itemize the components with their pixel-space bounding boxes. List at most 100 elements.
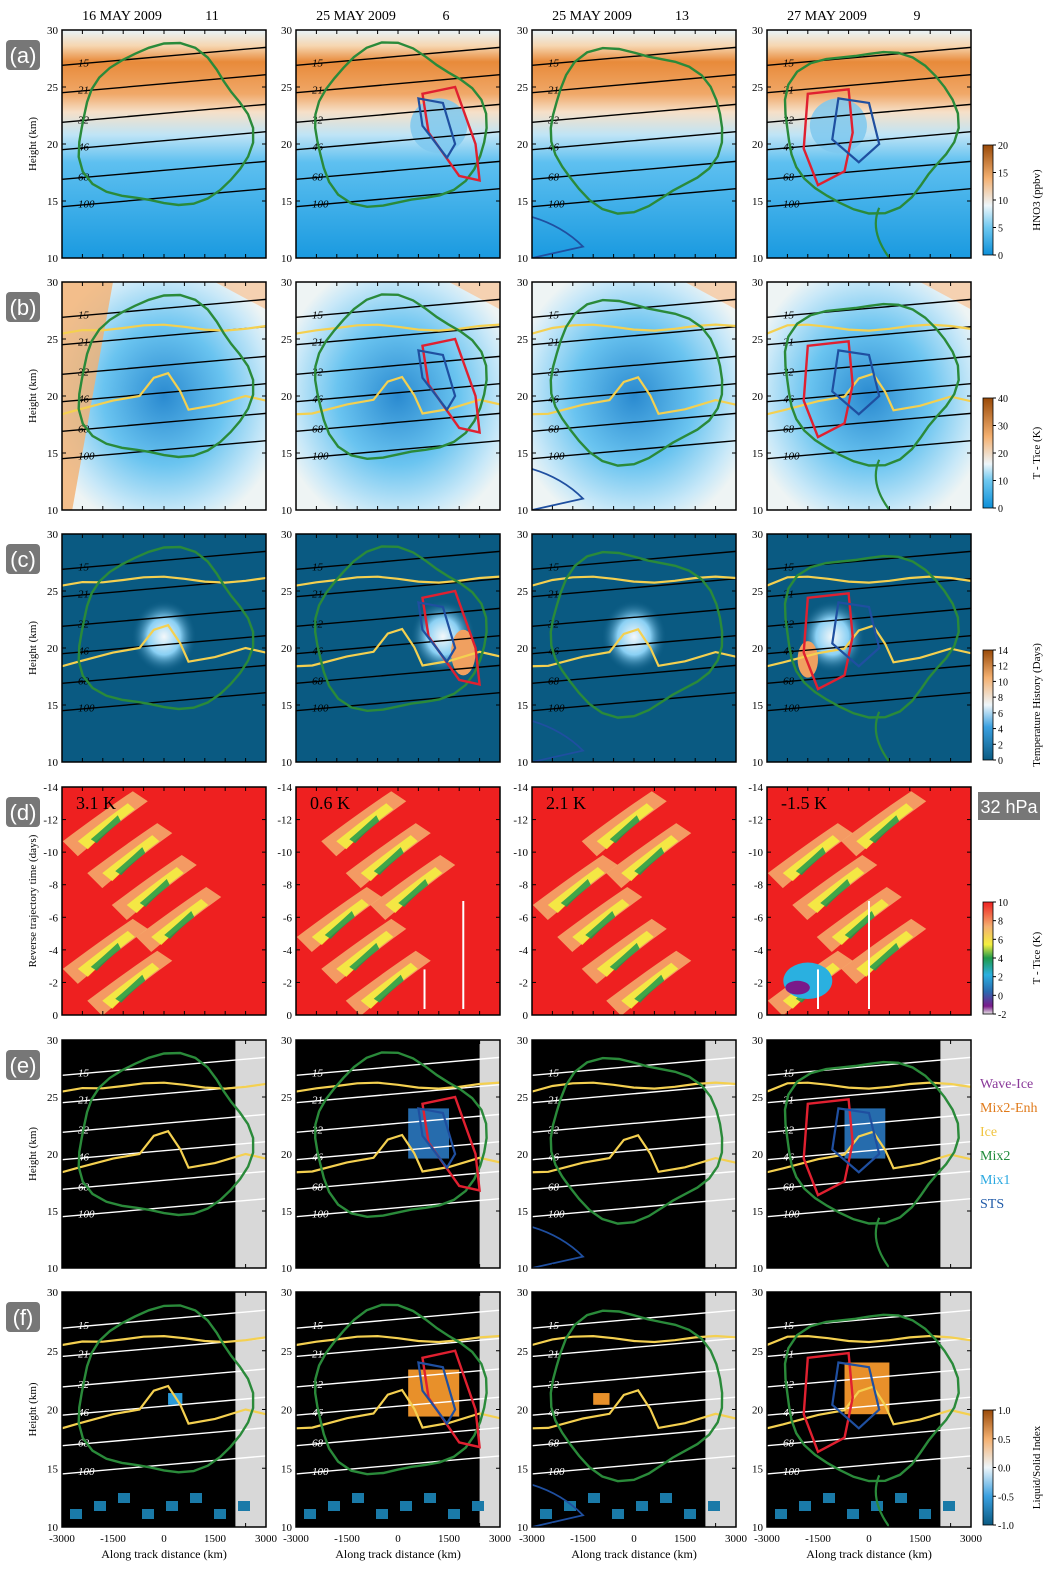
y-tick-label: 15 — [517, 700, 529, 712]
colorbar-tick-label: 2 — [998, 973, 1003, 984]
no-data-region — [479, 1292, 500, 1527]
colorbar-tick-label: 0.0 — [998, 1464, 1011, 1475]
pressure-label: 100 — [78, 1209, 95, 1221]
trajectory-streak — [115, 974, 146, 1003]
y-tick-label: 25 — [752, 586, 764, 598]
pressure-label: 21 — [783, 589, 794, 601]
pressure-label: 21 — [783, 85, 794, 97]
row-label-badge — [6, 292, 40, 322]
low-altitude-cell — [166, 1501, 178, 1511]
pressure-contour — [532, 1309, 736, 1329]
no-data-region — [235, 1292, 266, 1527]
row-label-badge — [6, 1302, 40, 1332]
pressure-label: 100 — [548, 1209, 565, 1221]
blue-contour — [417, 1361, 457, 1426]
low-altitude-cell — [448, 1509, 460, 1519]
colorbar-label: HNO3 (ppbv) — [1031, 169, 1043, 231]
pressure-label: 15 — [548, 309, 560, 321]
y-tick-label: 25 — [47, 1346, 59, 1358]
pressure-badge — [978, 792, 1040, 820]
colorbar-label: T - Tice (K) — [1031, 426, 1043, 479]
y-tick-label: -2 — [754, 977, 763, 989]
panel-d-annotation: 0.6 K — [310, 793, 350, 813]
pressure-label: 15 — [312, 309, 324, 321]
pressure-label: 68 — [78, 1438, 90, 1450]
y-tick-label: 15 — [47, 700, 59, 712]
y-tick-label: 10 — [752, 1263, 764, 1275]
panel-content: 2.1 K — [532, 787, 736, 1015]
pressure-contour — [767, 160, 971, 181]
pressure-contour — [767, 412, 971, 433]
trajectory-streak — [609, 815, 640, 844]
pressure-label: 100 — [783, 199, 800, 211]
y-tick-label: 20 — [281, 1149, 293, 1161]
pressure-label: 15 — [312, 561, 324, 573]
pressure-contour — [767, 383, 971, 403]
y-axis-label: Height (km) — [27, 117, 39, 171]
y-tick-label: -2 — [49, 977, 58, 989]
field-classification — [532, 1040, 736, 1268]
warm-region — [215, 282, 266, 310]
pressure-label: 15 — [78, 57, 90, 69]
pressure-label: 21 — [78, 337, 89, 349]
no-data-region — [940, 1292, 971, 1527]
pressure-label: 46 — [783, 1407, 795, 1419]
pressure-label: 46 — [78, 1407, 90, 1419]
pressure-label: 46 — [78, 142, 90, 154]
x-tick-label: -1500 — [100, 1533, 126, 1545]
y-tick-label: 10 — [517, 1522, 529, 1534]
colorbar-tick-label: 0 — [998, 251, 1003, 262]
colorbar-tick-label: 30 — [998, 422, 1008, 433]
y-tick-label: 25 — [47, 1092, 59, 1104]
pressure-contour — [532, 383, 736, 403]
pressure-contour — [767, 1427, 971, 1447]
y-tick-label: 30 — [281, 277, 293, 289]
y-tick-label: 20 — [281, 1405, 293, 1417]
blue-contour — [831, 97, 881, 164]
low-altitude-cell — [871, 1501, 883, 1511]
panel-d-annotation: 2.1 K — [546, 793, 586, 813]
pressure-contour — [296, 1368, 500, 1388]
pressure-label: 68 — [783, 1438, 795, 1450]
pressure-contour — [296, 1170, 500, 1191]
field-classification — [62, 1040, 266, 1268]
trajectory-streak — [844, 910, 875, 939]
y-tick-label: 20 — [752, 391, 764, 403]
colorbar — [982, 901, 994, 1015]
y-tick-label: 15 — [517, 196, 529, 208]
pressure-label: 100 — [312, 451, 329, 463]
colorbar-tick-label: -1.0 — [998, 1521, 1014, 1532]
pressure-contour — [296, 635, 500, 655]
ice-contour — [62, 1334, 266, 1430]
pressure-contour — [767, 550, 971, 571]
colorbar-tick-label: 20 — [998, 449, 1008, 460]
pressure-label: 68 — [312, 423, 324, 435]
y-tick-label: -12 — [748, 815, 763, 827]
y-tick-label: 30 — [752, 1035, 764, 1047]
y-tick-label: 25 — [281, 334, 293, 346]
y-tick-label: 10 — [281, 1263, 293, 1275]
y-tick-label: -10 — [43, 847, 58, 859]
warm-region — [449, 282, 500, 310]
y-tick-label: 30 — [752, 277, 764, 289]
y-tick-label: 20 — [517, 1149, 529, 1161]
y-axis-label: Reverse trajectory time (days) — [27, 834, 39, 967]
pressure-contour — [62, 74, 266, 94]
low-altitude-cell — [708, 1501, 720, 1511]
pressure-contour — [62, 1309, 266, 1329]
panel: -1.5 K 0 -2 -4 -6 -8 -10 -12 -14 — [748, 782, 972, 1022]
vortex-edge-contour — [77, 293, 255, 459]
y-tick-label: 30 — [281, 1035, 293, 1047]
trajectory-streak — [560, 879, 591, 908]
column-title-date: 16 MAY 2009 — [82, 9, 162, 24]
panel-content: 0.6 K — [296, 787, 500, 1015]
x-tick-label: 1500 — [204, 1533, 227, 1545]
pressure-contour — [62, 1056, 266, 1077]
low-altitude-cell — [142, 1509, 154, 1519]
